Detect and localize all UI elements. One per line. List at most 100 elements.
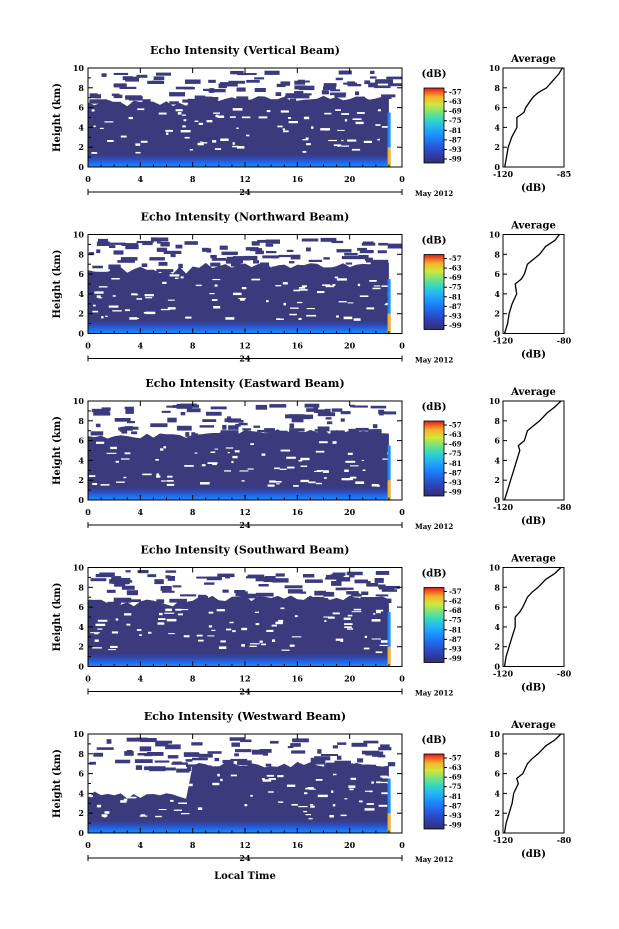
colorbar-tick-label: -68: [449, 606, 462, 615]
echo-gap: [211, 629, 216, 631]
echo-patch: [322, 433, 337, 436]
echo-patch: [229, 737, 246, 741]
echo-patch: [355, 427, 369, 431]
day-label: 24: [239, 853, 251, 863]
echo-patch: [288, 414, 305, 417]
colorbar-tick-label: -93: [449, 311, 462, 320]
colorbar-tick-label: -57: [449, 587, 462, 596]
echo-patch: [314, 429, 322, 432]
echo-patch: [324, 764, 337, 767]
echo-gap: [220, 138, 229, 141]
echo-gap: [286, 456, 296, 459]
echo-gap: [200, 482, 210, 485]
echo-gap: [300, 465, 308, 467]
y-tick-label: 4: [78, 622, 84, 632]
colorbar-tick-label: -93: [449, 811, 462, 820]
echo-gap: [266, 110, 271, 113]
colorbar-tick-label: -81: [449, 126, 462, 135]
echo-patch: [146, 752, 164, 756]
echo-gap: [344, 626, 352, 628]
y-tick-label: 10: [73, 63, 85, 73]
edge-echo-peak: [387, 480, 391, 500]
echo-gap: [372, 287, 381, 290]
echo-patch: [377, 250, 387, 254]
echo-patch: [156, 247, 168, 252]
echo-patch: [208, 79, 216, 83]
surface-layer: [88, 153, 389, 167]
y-tick-label: 2: [78, 309, 84, 319]
echo-gap: [112, 310, 122, 312]
echo-gap: [183, 119, 187, 122]
echo-patch: [330, 430, 345, 434]
echo-patch: [185, 759, 193, 762]
average-xlabel: (dB): [521, 849, 546, 860]
echo-patch: [125, 570, 131, 573]
colorbar-tick-label: -87: [449, 302, 462, 311]
y-axis-label: Height (km): [52, 250, 63, 319]
echo-patch: [126, 590, 138, 596]
echo-gap: [300, 457, 310, 461]
echo-patch: [93, 411, 111, 416]
echo-patch: [314, 590, 326, 596]
echo-patch: [115, 577, 131, 581]
echo-patch: [269, 740, 279, 744]
echo-gap: [134, 294, 139, 296]
average-xlabel: (dB): [521, 516, 546, 527]
avg-y-tick-label: 8: [494, 249, 500, 259]
echo-patch: [291, 417, 304, 423]
echo-gap: [304, 792, 308, 795]
echo-gap: [244, 804, 248, 807]
average-frame: [502, 400, 565, 501]
echo-patch: [154, 579, 164, 585]
echo-patch: [275, 92, 282, 96]
avg-y-tick-label: 6: [494, 602, 500, 612]
echo-gap: [216, 609, 225, 612]
echo-patch: [258, 584, 269, 587]
echo-gap: [287, 466, 295, 469]
echo-patch: [199, 425, 215, 428]
echo-gap: [178, 802, 187, 804]
colorbar-tick-label: -57: [449, 754, 462, 763]
echo-patch: [114, 584, 126, 587]
echo-gap: [89, 795, 93, 798]
x-tick-label: 12: [239, 341, 250, 351]
echo-gap: [356, 112, 365, 114]
avg-y-tick-label: 0: [494, 662, 500, 672]
echo-gap: [136, 298, 142, 300]
colorbar-tick-label: -99: [449, 821, 462, 830]
avg-y-tick-label: 4: [494, 122, 500, 132]
echo-patch: [226, 416, 232, 420]
colorbar-tick-label: -99: [449, 321, 462, 330]
echo-gap: [332, 441, 337, 444]
echo-gap: [351, 611, 362, 613]
echo-gap: [324, 477, 327, 479]
echo-gap: [97, 628, 103, 630]
echo-gap: [121, 458, 130, 460]
echo-patch: [93, 752, 104, 757]
echo-gap: [309, 804, 314, 806]
echo-patch: [144, 766, 153, 771]
echo-gap: [301, 285, 307, 288]
echo-gap: [302, 151, 307, 153]
echo-patch: [153, 76, 165, 80]
echo-patch: [142, 99, 151, 104]
echo-gap: [229, 621, 234, 624]
echo-patch: [351, 742, 368, 747]
x-tick-label: 12: [239, 674, 250, 684]
echo-patch: [374, 85, 391, 89]
echo-gap: [107, 140, 114, 142]
x-tick-label: 20: [344, 840, 356, 850]
echo-patch: [366, 581, 371, 586]
echo-gap: [175, 277, 179, 279]
echo-gap: [316, 470, 323, 472]
echo-gap: [274, 481, 282, 483]
echo-gap: [378, 804, 388, 807]
colorbar: [423, 587, 445, 663]
echo-patch: [320, 754, 338, 756]
average-profile-line: [503, 733, 562, 834]
echo-patch: [278, 254, 292, 258]
echo-patch: [253, 260, 259, 264]
average-frame: [502, 567, 565, 667]
echo-patch: [347, 84, 362, 87]
echo-patch: [113, 72, 129, 75]
